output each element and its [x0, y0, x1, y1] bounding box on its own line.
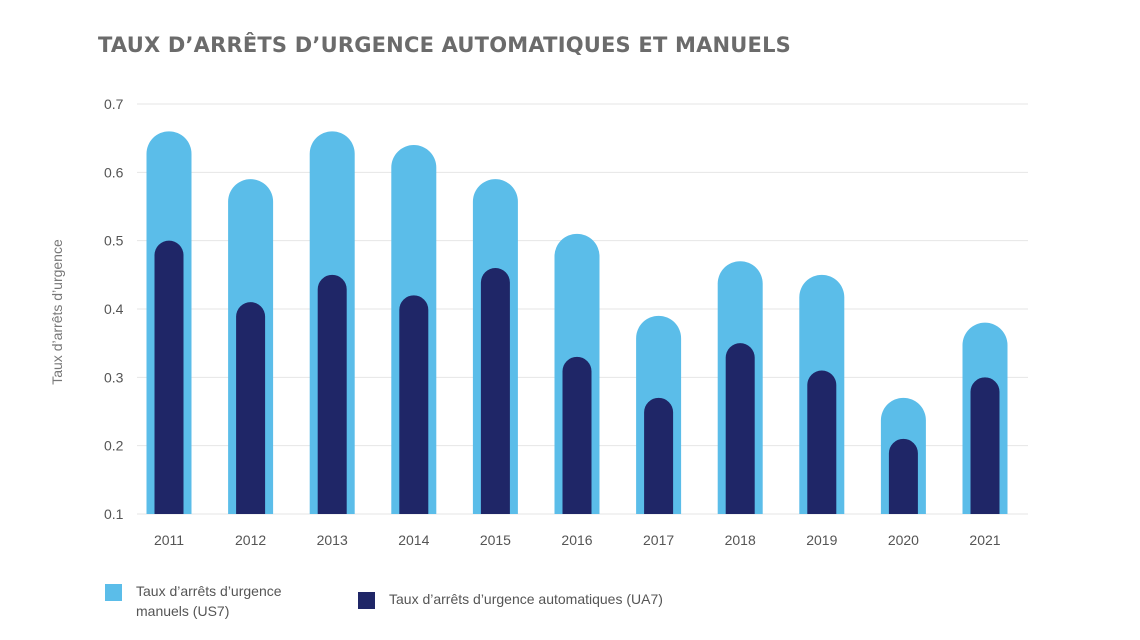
y-tick-label: 0.1: [104, 506, 124, 522]
legend-swatch-manual: [105, 584, 122, 601]
legend-swatch-auto: [358, 592, 375, 609]
y-tick-labels: 0.1 0.2 0.3 0.4 0.5 0.6 0.7: [104, 96, 124, 522]
x-tick-labels: 2011 2012 2013 2014 2015 2016 2017 2018 2019 2020…: [154, 532, 1001, 548]
bar-auto-2011: [154, 240, 184, 514]
bar-auto-2014: [399, 295, 429, 514]
x-tick-label: 2019: [806, 532, 837, 548]
x-tick-label: 2020: [888, 532, 919, 548]
legend-item-manual: Taux d’arrêts d’urgence manuels (US7): [105, 581, 311, 621]
x-tick-label: 2014: [398, 532, 429, 548]
legend-label-manual: Taux d’arrêts d’urgence manuels (US7): [136, 583, 282, 619]
bar-auto-2012: [236, 302, 266, 514]
bars: [146, 131, 1008, 515]
y-tick-label: 0.6: [104, 164, 124, 180]
y-tick-label: 0.4: [104, 301, 124, 317]
y-tick-label: 0.5: [104, 233, 124, 249]
x-tick-label: 2011: [154, 532, 184, 548]
y-tick-label: 0.3: [104, 369, 124, 385]
bar-auto-2017: [644, 397, 674, 514]
bar-auto-2018: [725, 343, 755, 514]
x-tick-label: 2017: [643, 532, 674, 548]
legend-item-auto: Taux d’arrêts d’urgence automatiques (UA…: [358, 589, 663, 609]
legend-label-auto: Taux d’arrêts d’urgence automatiques (UA…: [389, 591, 663, 607]
bar-auto-2020: [888, 438, 918, 514]
x-tick-label: 2021: [969, 532, 1000, 548]
bar-auto-2019: [807, 370, 837, 514]
bar-auto-2021: [970, 377, 1000, 514]
bar-auto-2016: [562, 356, 592, 514]
x-tick-label: 2018: [725, 532, 756, 548]
y-tick-label: 0.2: [104, 438, 124, 454]
bar-auto-2013: [317, 274, 347, 514]
bar-auto-2015: [480, 268, 510, 514]
x-tick-label: 2012: [235, 532, 266, 548]
x-tick-label: 2015: [480, 532, 511, 548]
chart-title: TAUX D’ARRÊTS D’URGENCE AUTOMATIQUES ET …: [98, 33, 792, 57]
x-tick-label: 2016: [561, 532, 592, 548]
y-tick-label: 0.7: [104, 96, 124, 112]
x-tick-label: 2013: [317, 532, 348, 548]
